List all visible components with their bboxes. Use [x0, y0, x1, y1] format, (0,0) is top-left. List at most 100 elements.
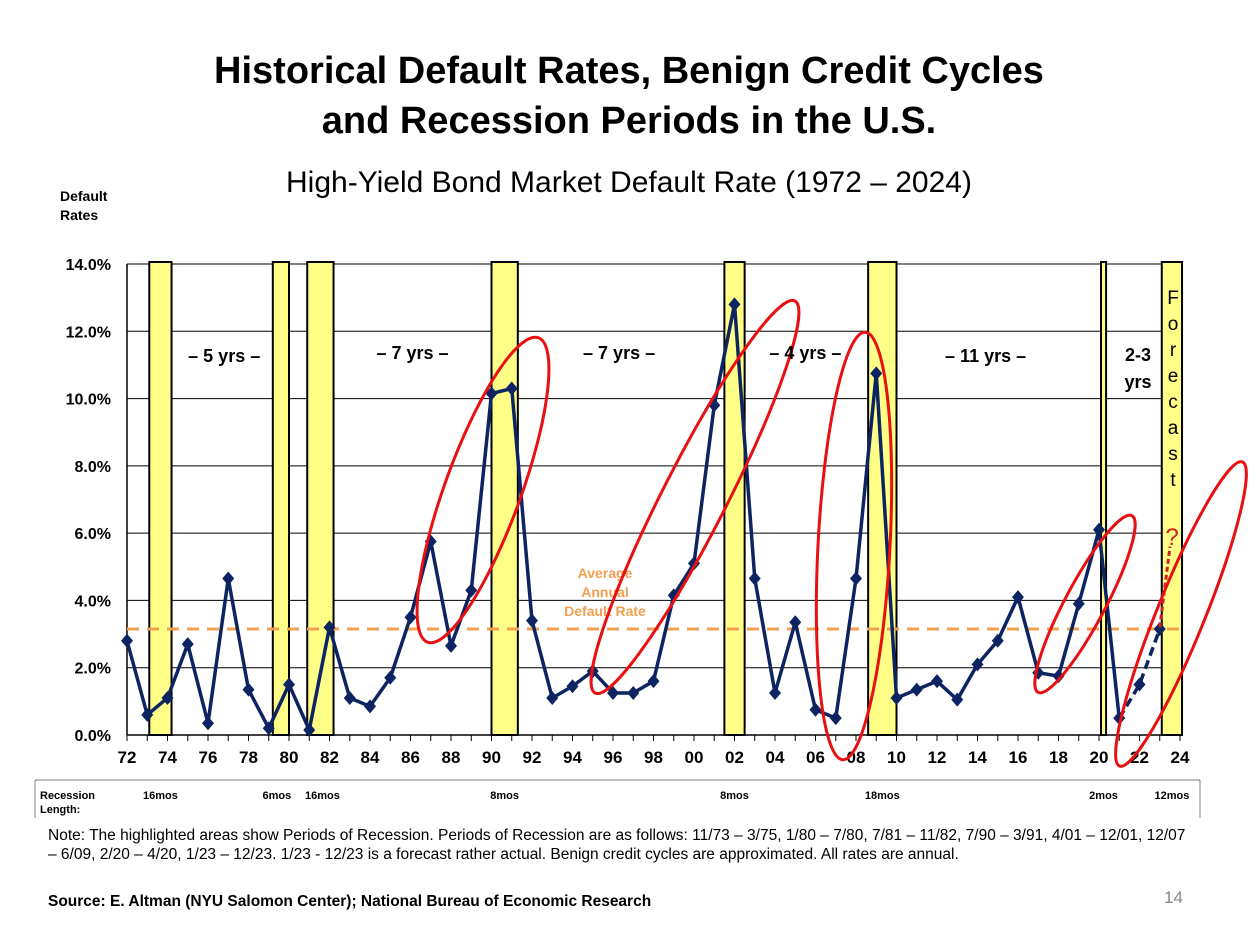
- highlight-ellipse: [1033, 513, 1137, 695]
- forecast-question-mark: ?: [1165, 524, 1178, 551]
- x-tick-label: 14: [968, 748, 987, 767]
- data-point: [262, 721, 275, 736]
- y-tick-label: 4.0%: [75, 593, 111, 610]
- series-line: [125, 304, 1121, 736]
- y-axis-label: Default Rates: [60, 188, 108, 223]
- forecast-label-letter: c: [1168, 392, 1178, 413]
- data-point: [890, 690, 903, 705]
- page-number: 14: [1164, 888, 1183, 907]
- data-point: [364, 699, 376, 714]
- forecast-line: [1117, 628, 1162, 720]
- y-tick-label: 10.0%: [66, 392, 111, 409]
- x-tick-label: 24: [1171, 748, 1190, 767]
- data-point: [951, 692, 964, 707]
- title-line-1: Historical Default Rates, Benign Credit …: [214, 50, 1044, 92]
- highlight-ellipse: [1114, 460, 1248, 768]
- data-point: [1093, 522, 1105, 537]
- x-tick-label: 76: [199, 748, 218, 767]
- data-point: [505, 381, 518, 396]
- data-point: [242, 682, 255, 697]
- data-point: [1052, 669, 1065, 684]
- average-label: Default Rate: [564, 603, 646, 619]
- y-tick-label: 2.0%: [75, 661, 111, 678]
- data-point: [323, 620, 336, 635]
- data-point: [1153, 622, 1166, 637]
- x-tick-label: 98: [644, 748, 663, 767]
- data-point: [789, 615, 802, 630]
- y-tick-label: 14.0%: [66, 257, 111, 274]
- recession-length-label: Length:: [40, 804, 80, 816]
- cycle-label: – 11 yrs –: [945, 346, 1026, 366]
- data-point: [748, 571, 761, 586]
- data-point: [546, 690, 559, 705]
- cycle-label: – 4 yrs –: [769, 343, 841, 363]
- recession-length-value: 8mos: [720, 790, 749, 802]
- data-point: [404, 610, 417, 625]
- recession-band: [148, 261, 173, 736]
- title-line-2: and Recession Periods in the U.S.: [321, 100, 937, 142]
- data-point: [870, 366, 883, 381]
- x-tick-label: 06: [806, 748, 825, 767]
- highlight-ellipse: [814, 330, 894, 762]
- data-point: [485, 386, 498, 401]
- data-point: [1072, 596, 1085, 611]
- y-tick-label: 12.0%: [66, 324, 111, 341]
- x-tick-label: 90: [482, 748, 501, 767]
- recession-length-label: Recession: [40, 790, 95, 802]
- cycle-label: yrs: [1124, 372, 1151, 392]
- x-tick-label: 92: [523, 748, 542, 767]
- highlight-ellipse: [589, 298, 801, 696]
- x-tick-label: 86: [401, 748, 420, 767]
- cycle-label: 2-3: [1125, 345, 1151, 365]
- x-tick-label: 18: [1049, 748, 1068, 767]
- data-point: [526, 613, 538, 628]
- recession-length-value: 16mos: [143, 790, 178, 802]
- data-point: [850, 571, 862, 586]
- data-point: [931, 674, 943, 689]
- data-point: [283, 677, 295, 692]
- x-tick-label: 96: [604, 748, 623, 767]
- x-tick-label: 72: [118, 748, 137, 767]
- data-point: [445, 638, 457, 653]
- cycle-label: – 7 yrs –: [376, 343, 448, 363]
- x-tick-label: 84: [361, 748, 380, 767]
- recession-length-value: 8mos: [490, 790, 519, 802]
- data-point: [971, 657, 984, 672]
- data-point: [1133, 677, 1146, 692]
- data-point: [607, 685, 619, 700]
- cycle-label: – 5 yrs –: [188, 346, 260, 366]
- data-point: [566, 679, 579, 694]
- data-point: [829, 711, 842, 726]
- y-tick-label: 8.0%: [75, 459, 111, 476]
- recession-length-value: 2mos: [1089, 790, 1118, 802]
- x-tick-label: 20: [1090, 748, 1109, 767]
- x-tick-label: 80: [280, 748, 299, 767]
- data-point: [343, 690, 356, 705]
- data-point: [141, 707, 154, 722]
- x-tick-label: 02: [725, 748, 744, 767]
- data-point: [202, 716, 214, 731]
- data-point: [222, 571, 235, 586]
- data-point: [728, 297, 741, 312]
- recession-length-value: 18mos: [865, 790, 900, 802]
- x-tick-label: 78: [239, 748, 258, 767]
- x-tick-label: 88: [442, 748, 461, 767]
- source-text: Source: E. Altman (NYU Salomon Center); …: [48, 893, 652, 910]
- forecast-label-letter: t: [1170, 470, 1176, 491]
- cycle-label: – 7 yrs –: [583, 343, 655, 363]
- forecast-label-letter: r: [1170, 340, 1177, 361]
- forecast-label-letter: s: [1168, 444, 1178, 465]
- note-text: Note: The highlighted areas show Periods…: [48, 827, 1186, 863]
- x-tick-label: 94: [563, 748, 582, 767]
- data-point: [809, 702, 822, 717]
- x-tick-label: 10: [887, 748, 906, 767]
- x-tick-label: 74: [158, 748, 177, 767]
- recession-band: [1100, 261, 1108, 736]
- y-tick-label: 6.0%: [75, 526, 111, 543]
- highlight-ellipse: [415, 335, 551, 645]
- default-rate-chart: 0.0% 2.0% 4.0% 6.0% 8.0% 10.0% 12.0% 14.0% 72 74 7…: [34, 257, 1248, 818]
- data-point: [627, 685, 640, 700]
- data-point: [910, 682, 923, 697]
- recession-band: [490, 261, 519, 736]
- x-tick-label: 00: [685, 748, 704, 767]
